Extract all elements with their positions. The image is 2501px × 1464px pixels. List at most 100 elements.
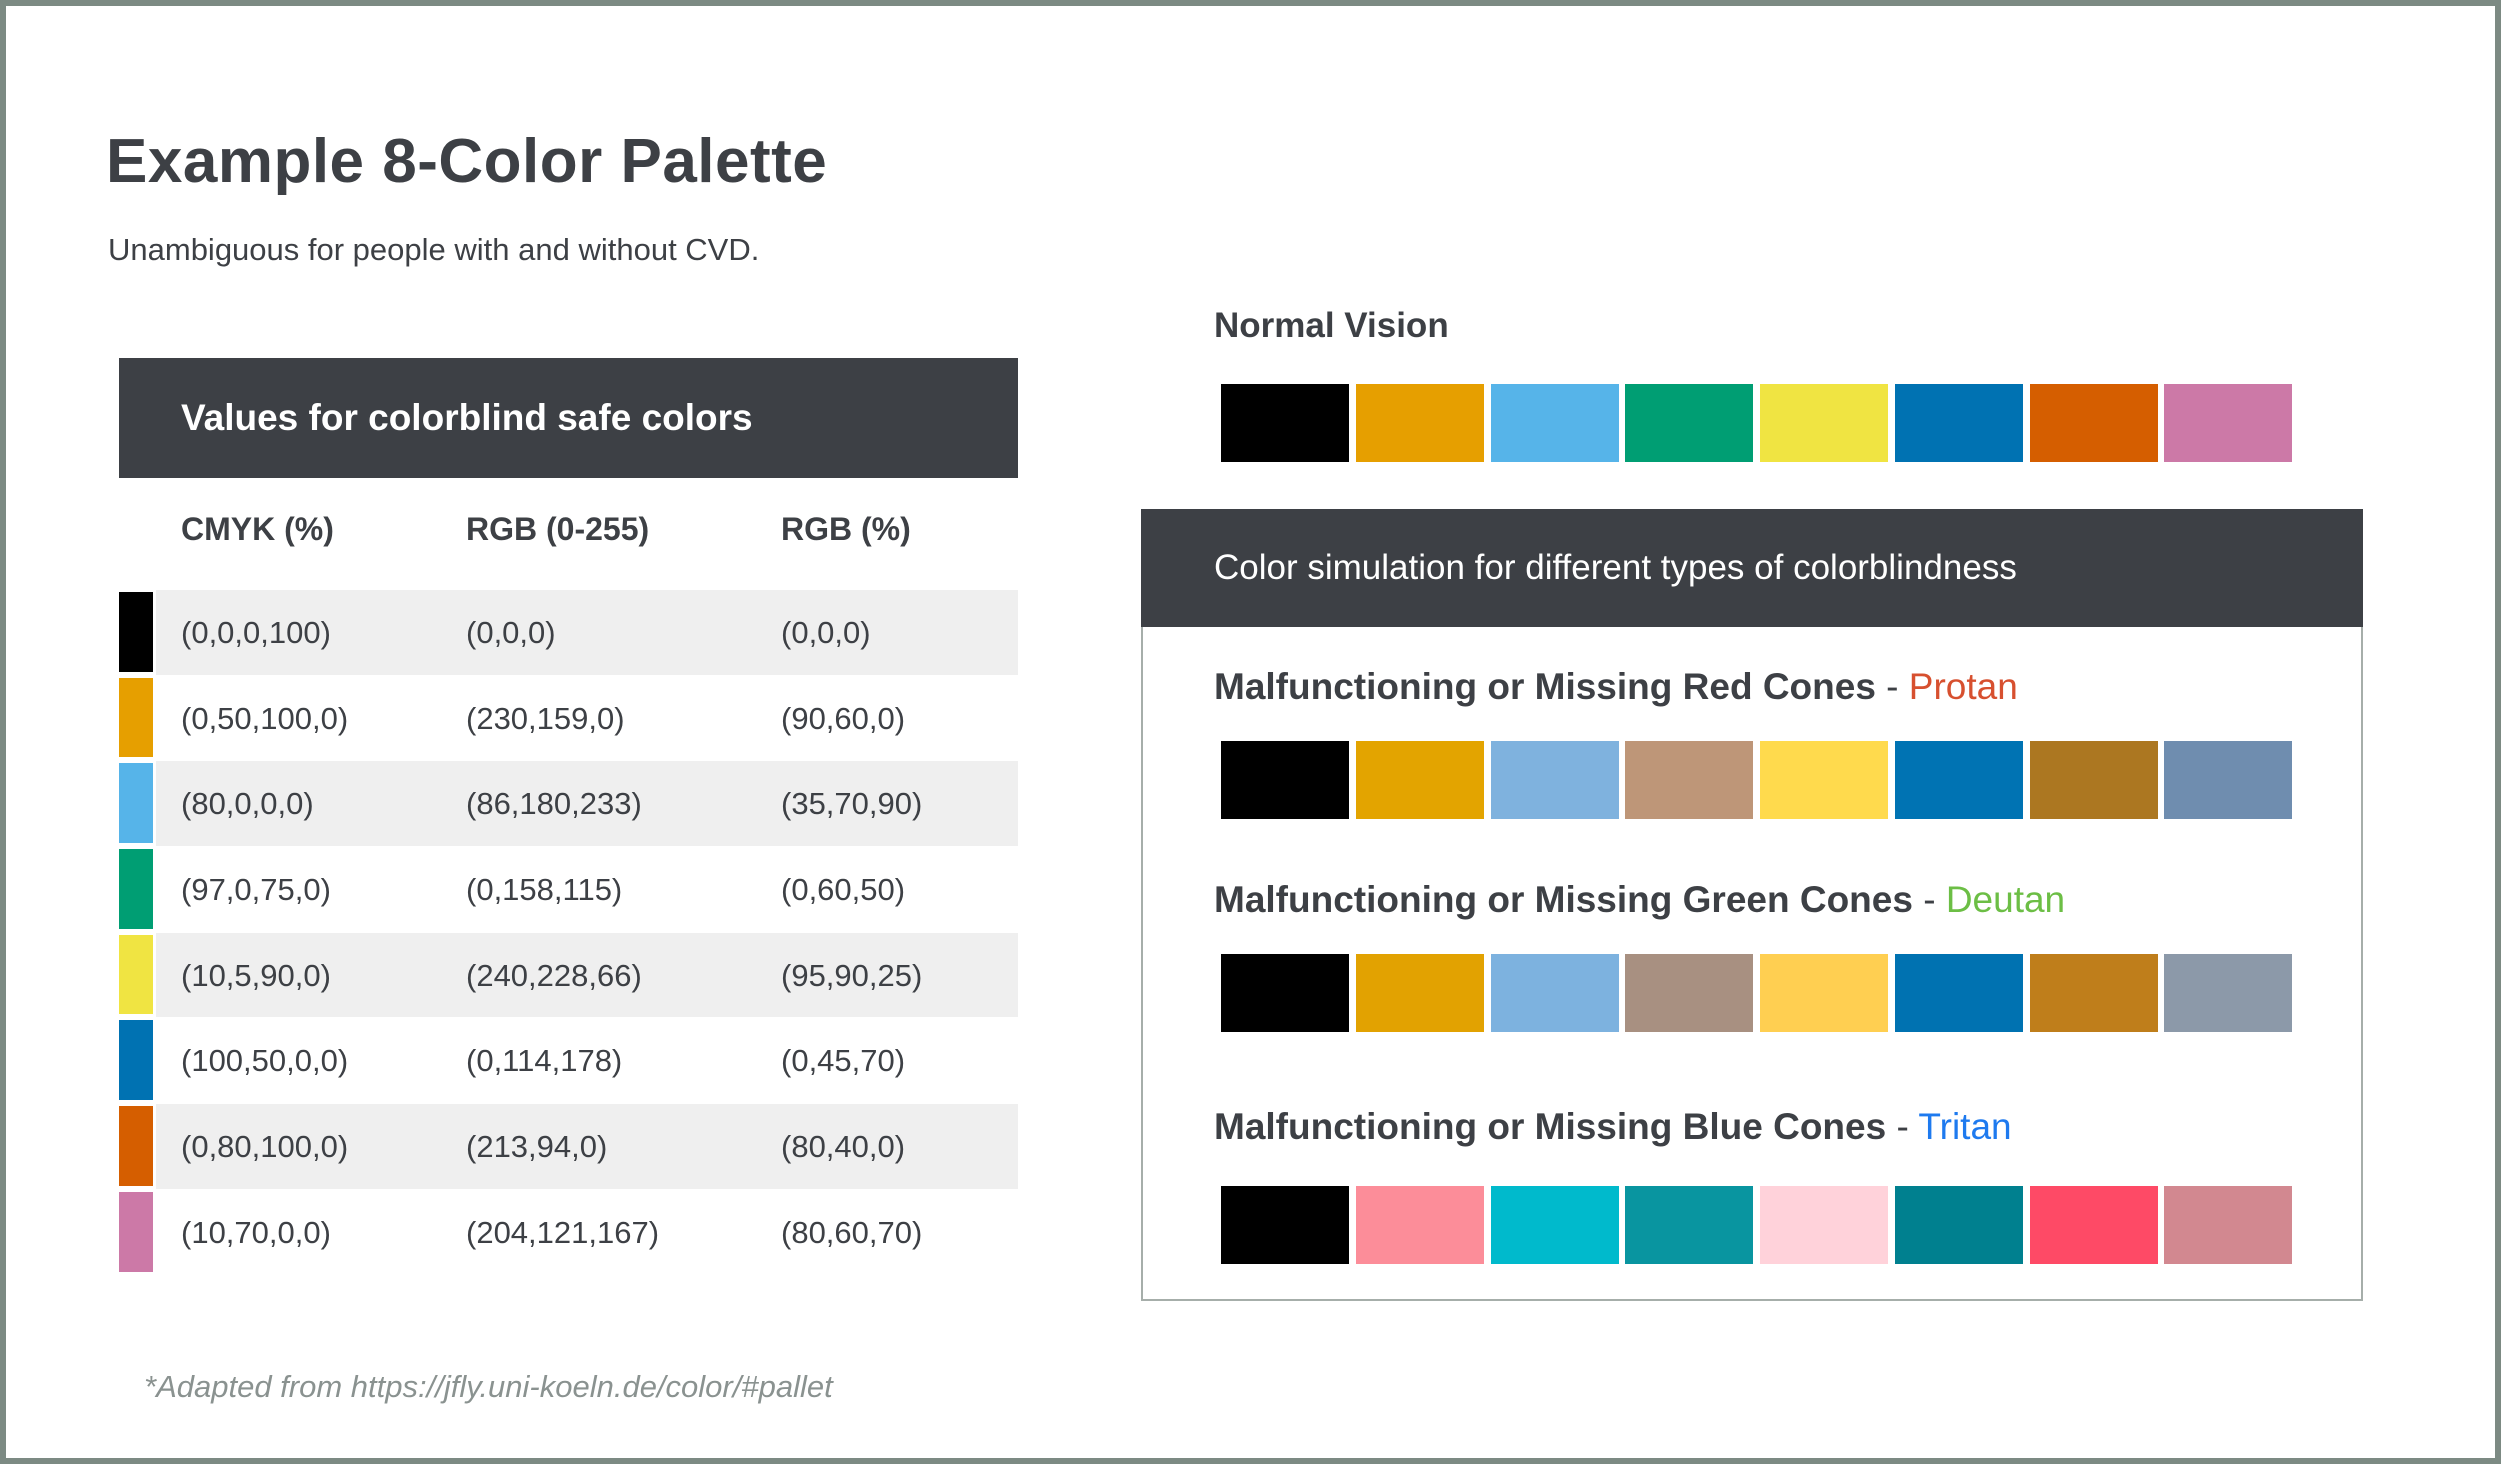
color-swatch (1490, 1186, 1619, 1264)
tritan-swatch-row (1221, 1186, 2293, 1264)
color-swatch (119, 1020, 153, 1101)
values-table-column-headers: CMYK (%) RGB (0-255) RGB (%) (119, 511, 1018, 555)
row-stripe (156, 761, 1018, 847)
row-stripe (156, 1104, 1018, 1189)
simulation-banner-label: Color simulation for different types of … (1214, 548, 2017, 587)
rgbpct-value: (0,60,50) (781, 871, 906, 907)
table-row: (0,0,0,100) (0,0,0) (0,0,0) (119, 590, 1018, 676)
tritan-heading: Malfunctioning or Missing Blue Cones - T… (1214, 1106, 2012, 1148)
values-table-header: Values for colorblind safe colors (119, 358, 1018, 478)
protan-heading-text: Malfunctioning or Missing Red Cones (1214, 666, 1876, 707)
color-swatch (2164, 1186, 2293, 1264)
page-title: Example 8-Color Palette (106, 127, 828, 196)
color-swatch (119, 934, 153, 1015)
deutan-heading-text: Malfunctioning or Missing Green Cones (1214, 879, 1913, 920)
rgbpct-value: (80,40,0) (781, 1128, 906, 1164)
color-swatch (2164, 954, 2293, 1032)
color-swatch (119, 763, 153, 844)
color-swatch (1221, 1186, 1349, 1264)
tritan-heading-text: Malfunctioning or Missing Blue Cones (1214, 1106, 1887, 1147)
color-swatch (1355, 954, 1484, 1032)
color-swatch (119, 677, 153, 758)
color-swatch (119, 1106, 153, 1186)
table-row: (0,80,100,0) (213,94,0) (80,40,0) (119, 1104, 1018, 1190)
color-swatch (1625, 384, 1754, 462)
column-header-cmyk: CMYK (%) (181, 511, 334, 547)
rgbpct-value: (0,45,70) (781, 1043, 906, 1079)
rgb255-value: (230,159,0) (466, 700, 625, 736)
color-swatch (1625, 954, 1754, 1032)
values-table-header-label: Values for colorblind safe colors (181, 397, 753, 438)
tritan-dash: - (1886, 1106, 1919, 1147)
rgbpct-value: (90,60,0) (781, 700, 906, 736)
page-subtitle: Unambiguous for people with and without … (108, 232, 760, 267)
deutan-dash: - (1912, 879, 1946, 920)
table-row: (0,50,100,0) (230,159,0) (90,60,0) (119, 676, 1018, 762)
color-swatch (1221, 384, 1349, 462)
rgb255-value: (240,228,66) (466, 957, 642, 993)
deutan-type-label: Deutan (1945, 879, 2066, 920)
color-swatch (1490, 384, 1619, 462)
color-swatch (1760, 384, 1888, 462)
color-swatch (119, 1191, 153, 1272)
values-table-rows: (0,0,0,100) (0,0,0) (0,0,0) (0,50,100,0) (23… (119, 590, 1018, 1276)
color-swatch (1894, 954, 2023, 1032)
column-header-rgbpct: RGB (%) (781, 511, 911, 547)
color-swatch (2029, 1186, 2158, 1264)
rgb255-value: (213,94,0) (466, 1128, 608, 1164)
cmyk-value: (80,0,0,0) (181, 786, 314, 822)
color-swatch (2164, 741, 2293, 819)
cmyk-value: (0,0,0,100) (181, 614, 331, 650)
table-row: (97,0,75,0) (0,158,115) (0,60,50) (119, 847, 1018, 933)
color-swatch (1894, 741, 2023, 819)
normal-swatch-row (1221, 384, 2293, 462)
rgb255-value: (204,121,167) (466, 1214, 660, 1250)
color-swatch (1894, 384, 2023, 462)
color-swatch (1221, 741, 1349, 819)
color-swatch (2164, 384, 2293, 462)
color-swatch (1490, 954, 1619, 1032)
table-row: (100,50,0,0) (0,114,178) (0,45,70) (119, 1018, 1018, 1104)
color-swatch (1355, 384, 1484, 462)
protan-swatch-row (1221, 741, 2293, 819)
column-header-rgb255: RGB (0-255) (466, 511, 650, 547)
color-swatch (1760, 741, 1888, 819)
deutan-swatch-row (1221, 954, 2293, 1032)
color-swatch (1760, 954, 1888, 1032)
rgb255-value: (0,114,178) (466, 1043, 623, 1079)
color-swatch (1490, 741, 1619, 819)
deutan-heading: Malfunctioning or Missing Green Cones - … (1214, 879, 2065, 921)
row-stripe (156, 932, 1018, 1018)
color-swatch (1221, 954, 1349, 1032)
rgbpct-value: (35,70,90) (781, 786, 923, 822)
row-stripe (156, 590, 1018, 675)
color-swatch (2029, 741, 2158, 819)
color-swatch (2029, 954, 2158, 1032)
protan-type-label: Protan (1908, 666, 2018, 707)
source-footnote: *Adapted from https://jfly.uni-koeln.de/… (144, 1369, 833, 1405)
rgbpct-value: (95,90,25) (781, 957, 923, 993)
table-row: (80,0,0,0) (86,180,233) (35,70,90) (119, 761, 1018, 847)
simulation-banner: Color simulation for different types of … (1141, 509, 2363, 627)
color-swatch (1894, 1186, 2023, 1264)
rgbpct-value: (80,60,70) (781, 1214, 923, 1250)
table-row: (10,70,0,0) (204,121,167) (80,60,70) (119, 1190, 1018, 1276)
color-swatch (1355, 1186, 1484, 1264)
color-swatch (1760, 1186, 1888, 1264)
footnote-prefix: *Adapted from (144, 1369, 343, 1404)
cmyk-value: (0,80,100,0) (181, 1128, 349, 1164)
cmyk-value: (10,5,90,0) (181, 957, 331, 993)
cmyk-value: (0,50,100,0) (181, 700, 349, 736)
cmyk-value: (10,70,0,0) (181, 1214, 331, 1250)
rgb255-value: (0,0,0) (466, 614, 556, 650)
rgb255-value: (0,158,115) (466, 871, 623, 907)
normal-vision-label: Normal Vision (1214, 306, 1449, 345)
rgb255-value: (86,180,233) (466, 786, 642, 822)
color-swatch (1625, 741, 1754, 819)
protan-dash: - (1875, 666, 1909, 707)
color-swatch (119, 849, 153, 929)
cmyk-value: (97,0,75,0) (181, 871, 331, 907)
rgbpct-value: (0,0,0) (781, 614, 871, 650)
protan-heading: Malfunctioning or Missing Red Cones - Pr… (1214, 666, 2018, 708)
